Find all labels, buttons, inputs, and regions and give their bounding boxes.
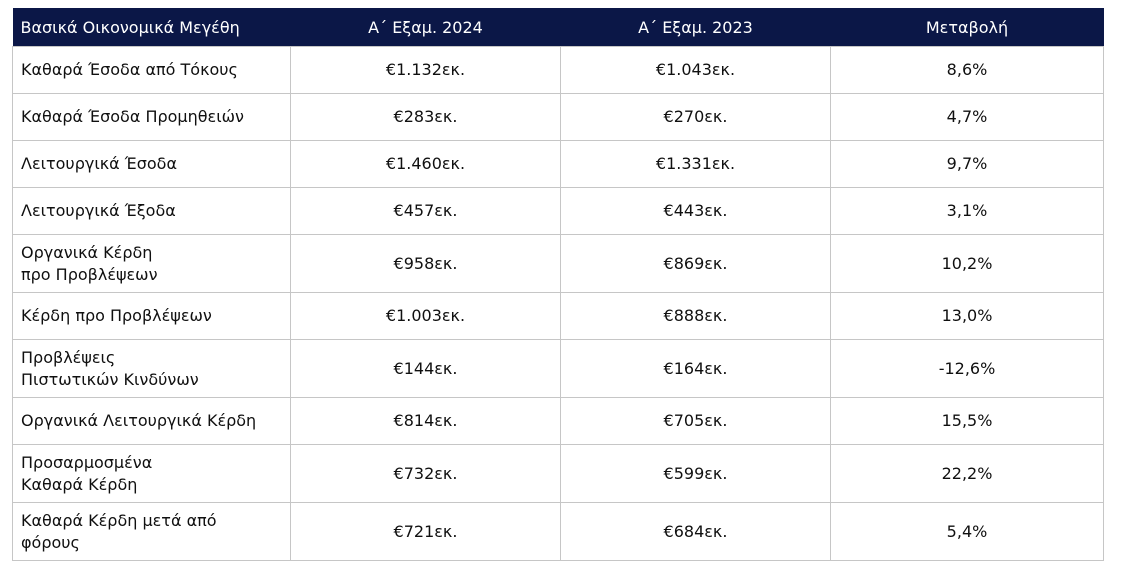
row-label-line: Λειτουργικά Έσοδα bbox=[21, 154, 177, 173]
table-row: Καθαρά Έσοδα Προμηθειών €283εκ. €270εκ. 4,7… bbox=[12, 93, 1104, 141]
value-h1-2024: €457εκ. bbox=[290, 187, 561, 235]
header-metric: Βασικά Οικονομικά Μεγέθη bbox=[12, 8, 291, 47]
value-h1-2023: €888εκ. bbox=[560, 292, 831, 340]
value-change: 3,1% bbox=[830, 187, 1104, 235]
table-row: Λειτουργικά Έσοδα €1.460εκ. €1.331εκ. 9,7% bbox=[12, 140, 1104, 188]
row-label-line: Καθαρά Έσοδα Προμηθειών bbox=[21, 107, 244, 126]
row-label-line: Πιστωτικών Κινδύνων bbox=[21, 369, 199, 389]
value-h1-2023: €705εκ. bbox=[560, 397, 831, 445]
header-h1-2023: Α΄ Εξαμ. 2023 bbox=[560, 8, 831, 47]
value-h1-2023: €270εκ. bbox=[560, 93, 831, 141]
row-label-line: προ Προβλέψεων bbox=[21, 264, 158, 284]
value-h1-2024: €283εκ. bbox=[290, 93, 561, 141]
table-row: Προβλέψεις Πιστωτικών Κινδύνων €144εκ. €164… bbox=[12, 339, 1104, 398]
row-label: Λειτουργικά Έσοδα bbox=[12, 140, 291, 188]
value-change: 22,2% bbox=[830, 444, 1104, 503]
value-h1-2024: €958εκ. bbox=[290, 234, 561, 293]
value-change: 9,7% bbox=[830, 140, 1104, 188]
row-label: Κέρδη προ Προβλέψεων bbox=[12, 292, 291, 340]
header-h1-2024: Α΄ Εξαμ. 2024 bbox=[290, 8, 561, 47]
table-row: Οργανικά Λειτουργικά Κέρδη €814εκ. €705εκ.… bbox=[12, 397, 1104, 445]
row-label: Καθαρά Έσοδα Προμηθειών bbox=[12, 93, 291, 141]
row-label-line: Προσαρμοσμένα bbox=[21, 452, 153, 472]
financial-figures-table: Βασικά Οικονομικά Μεγέθη Α΄ Εξαμ. 2024 Α… bbox=[12, 8, 1104, 561]
value-change: 5,4% bbox=[830, 502, 1104, 561]
table-body: Καθαρά Έσοδα από Τόκους €1.132εκ. €1.043εκ… bbox=[12, 46, 1104, 561]
row-label-line: Προβλέψεις bbox=[21, 347, 116, 367]
row-label: Προβλέψεις Πιστωτικών Κινδύνων bbox=[12, 339, 291, 398]
row-label-line: Κέρδη προ Προβλέψεων bbox=[21, 306, 212, 325]
row-label: Προσαρμοσμένα Καθαρά Κέρδη bbox=[12, 444, 291, 503]
value-h1-2024: €1.132εκ. bbox=[290, 46, 561, 94]
table-row: Καθαρά Έσοδα από Τόκους €1.132εκ. €1.043εκ… bbox=[12, 46, 1104, 94]
row-label-line: φόρους bbox=[21, 532, 80, 552]
header-change: Μεταβολή bbox=[830, 8, 1104, 47]
value-h1-2024: €144εκ. bbox=[290, 339, 561, 398]
row-label: Οργανικά Λειτουργικά Κέρδη bbox=[12, 397, 291, 445]
value-h1-2024: €732εκ. bbox=[290, 444, 561, 503]
row-label-line: Καθαρά Κέρδη μετά από bbox=[21, 510, 217, 530]
row-label: Καθαρά Έσοδα από Τόκους bbox=[12, 46, 291, 94]
row-label-line: Καθαρά Έσοδα από Τόκους bbox=[21, 60, 238, 79]
value-h1-2024: €1.003εκ. bbox=[290, 292, 561, 340]
value-h1-2023: €443εκ. bbox=[560, 187, 831, 235]
value-change: -12,6% bbox=[830, 339, 1104, 398]
value-h1-2023: €1.043εκ. bbox=[560, 46, 831, 94]
row-label-line: Οργανικά Λειτουργικά Κέρδη bbox=[21, 411, 257, 430]
table-row: Λειτουργικά Έξοδα €457εκ. €443εκ. 3,1% bbox=[12, 187, 1104, 235]
value-change: 15,5% bbox=[830, 397, 1104, 445]
value-h1-2023: €869εκ. bbox=[560, 234, 831, 293]
value-h1-2023: €599εκ. bbox=[560, 444, 831, 503]
table-row: Προσαρμοσμένα Καθαρά Κέρδη €732εκ. €599εκ. 2… bbox=[12, 444, 1104, 503]
value-change: 13,0% bbox=[830, 292, 1104, 340]
table-row: Καθαρά Κέρδη μετά από φόρους €721εκ. €684εκ… bbox=[12, 502, 1104, 561]
row-label: Οργανικά Κέρδη προ Προβλέψεων bbox=[12, 234, 291, 293]
value-h1-2024: €814εκ. bbox=[290, 397, 561, 445]
row-label-line: Οργανικά Κέρδη bbox=[21, 242, 153, 262]
table-header-row: Βασικά Οικονομικά Μεγέθη Α΄ Εξαμ. 2024 Α… bbox=[12, 8, 1104, 47]
value-h1-2023: €164εκ. bbox=[560, 339, 831, 398]
value-h1-2024: €1.460εκ. bbox=[290, 140, 561, 188]
row-label-line: Καθαρά Κέρδη bbox=[21, 474, 138, 494]
value-h1-2023: €684εκ. bbox=[560, 502, 831, 561]
table-row: Οργανικά Κέρδη προ Προβλέψεων €958εκ. €869ε… bbox=[12, 234, 1104, 293]
row-label: Λειτουργικά Έξοδα bbox=[12, 187, 291, 235]
row-label-line: Λειτουργικά Έξοδα bbox=[21, 201, 176, 220]
value-change: 8,6% bbox=[830, 46, 1104, 94]
row-label: Καθαρά Κέρδη μετά από φόρους bbox=[12, 502, 291, 561]
value-h1-2023: €1.331εκ. bbox=[560, 140, 831, 188]
value-change: 4,7% bbox=[830, 93, 1104, 141]
value-h1-2024: €721εκ. bbox=[290, 502, 561, 561]
value-change: 10,2% bbox=[830, 234, 1104, 293]
table-row: Κέρδη προ Προβλέψεων €1.003εκ. €888εκ. 13,0… bbox=[12, 292, 1104, 340]
